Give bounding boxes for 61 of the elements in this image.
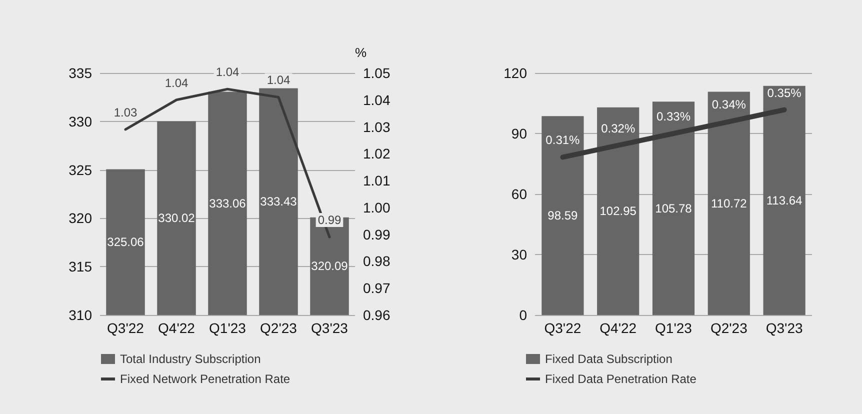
text: 0.98 xyxy=(363,253,390,270)
data-label: 1.04 xyxy=(164,76,188,90)
bar xyxy=(708,92,750,315)
x-tick-label: Q4'22 xyxy=(158,320,196,336)
x-tick-label: Q1'23 xyxy=(655,320,692,336)
y-tick-label: 310 xyxy=(68,307,92,323)
data-label: 320.09 xyxy=(311,259,348,274)
y-tick-label: 90 xyxy=(511,126,528,142)
y-tick-label: 315 xyxy=(68,258,92,275)
y-tick-label: 320 xyxy=(68,210,92,226)
text: 1.03 xyxy=(363,118,390,135)
legend-label: Total Industry Subscription xyxy=(120,352,261,366)
y-tick-label: 120 xyxy=(504,65,528,81)
data-label: 102.95 xyxy=(600,204,637,218)
y-tick-label: 30 xyxy=(511,246,528,262)
bar xyxy=(542,116,584,315)
text: 1.01 xyxy=(363,172,390,189)
bar xyxy=(652,102,695,315)
data-label: 0.33% xyxy=(656,109,691,124)
data-label: 0.31% xyxy=(546,133,580,148)
text: 0.97 xyxy=(363,280,390,296)
y-tick-label: 0 xyxy=(519,307,528,323)
text: 0.99 xyxy=(363,226,390,242)
data-label: 1.04 xyxy=(266,73,290,88)
x-tick-label: Q3'23 xyxy=(766,320,803,336)
text: 1.04 xyxy=(363,92,390,108)
data-label: 0.32% xyxy=(601,121,636,136)
x-tick-label: Q2'23 xyxy=(710,320,748,336)
data-label: 0.99 xyxy=(318,213,342,228)
text: 1.00 xyxy=(363,199,390,216)
legend-label: Fixed Data Subscription xyxy=(545,352,672,366)
data-label: 113.64 xyxy=(766,193,803,208)
y2-axis-title: % xyxy=(355,45,367,60)
x-tick-label: Q3'22 xyxy=(107,320,144,336)
data-label: 105.78 xyxy=(655,201,692,216)
x-tick-label: Q1'23 xyxy=(209,320,246,336)
data-label: 1.03 xyxy=(114,105,138,120)
bar xyxy=(597,107,640,315)
data-label: 330.02 xyxy=(158,211,196,226)
text: 0.96 xyxy=(363,307,390,323)
y-tick-label: 325 xyxy=(68,162,92,178)
data-label: 0.34% xyxy=(712,98,746,112)
y-tick-label: 335 xyxy=(68,65,92,81)
x-tick-label: Q2'23 xyxy=(260,320,298,336)
y-tick-label: 330 xyxy=(68,113,92,130)
data-label: 333.06 xyxy=(209,196,246,210)
data-label: 333.43 xyxy=(260,194,298,209)
bar xyxy=(763,86,806,315)
data-label: 1.04 xyxy=(216,65,240,80)
data-label: 98.59 xyxy=(548,208,578,223)
x-tick-label: Q4'22 xyxy=(600,320,637,336)
data-label: 325.06 xyxy=(107,235,144,250)
x-tick-label: Q3'22 xyxy=(544,320,582,336)
legend-label: Fixed Data Penetration Rate xyxy=(545,372,697,386)
data-label: 110.72 xyxy=(710,196,748,210)
legend-label: Fixed Network Penetration Rate xyxy=(120,372,290,386)
x-tick-label: Q3'23 xyxy=(311,320,348,336)
data-label: 0.35% xyxy=(767,86,802,100)
text: 1.05 xyxy=(363,65,390,81)
text: 1.02 xyxy=(363,146,390,162)
y-tick-label: 60 xyxy=(511,186,528,202)
